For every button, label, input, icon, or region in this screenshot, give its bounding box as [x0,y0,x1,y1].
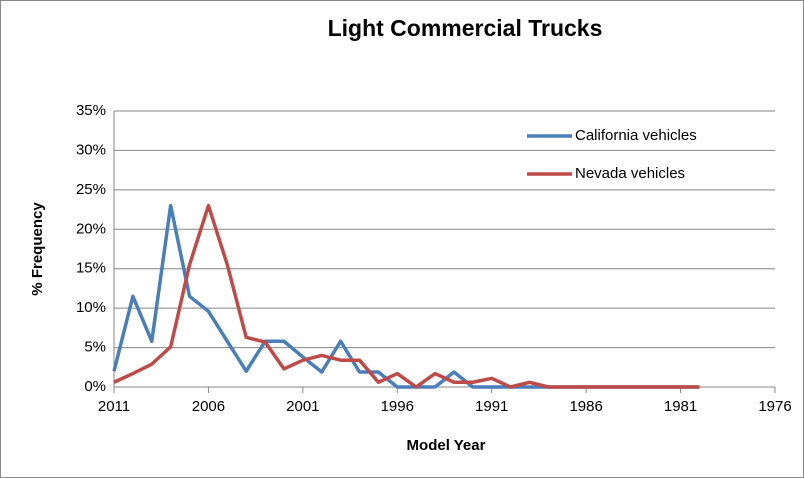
y-tick-label: 25% [76,181,106,198]
y-tick-label: 10% [76,299,106,316]
x-tick-label: 2001 [286,398,319,415]
y-axis-label: % Frequency [29,202,46,296]
x-tick-label: 1991 [475,398,508,415]
x-tick-label: 2011 [98,398,130,415]
data-line [113,203,700,389]
y-tick-label: 35% [76,102,106,119]
y-tick-label: 20% [76,220,106,237]
y-tick-label: 5% [84,339,106,356]
x-axis-label: Model Year [407,437,486,454]
x-tick-label: 1981 [664,398,697,415]
y-tick-label: 30% [76,141,106,158]
y-tick-label: 0% [84,378,106,395]
x-tick-label: 1986 [569,398,602,415]
legend-label: Nevada vehicles [575,165,685,182]
x-tick-label: 1996 [381,398,414,415]
y-tick-label: 15% [76,260,106,277]
legend-label: California vehicles [575,127,697,144]
x-tick-label: 1976 [758,398,791,415]
x-tick-label: 2006 [192,398,225,415]
chart-title: Light Commercial Trucks [328,15,603,41]
